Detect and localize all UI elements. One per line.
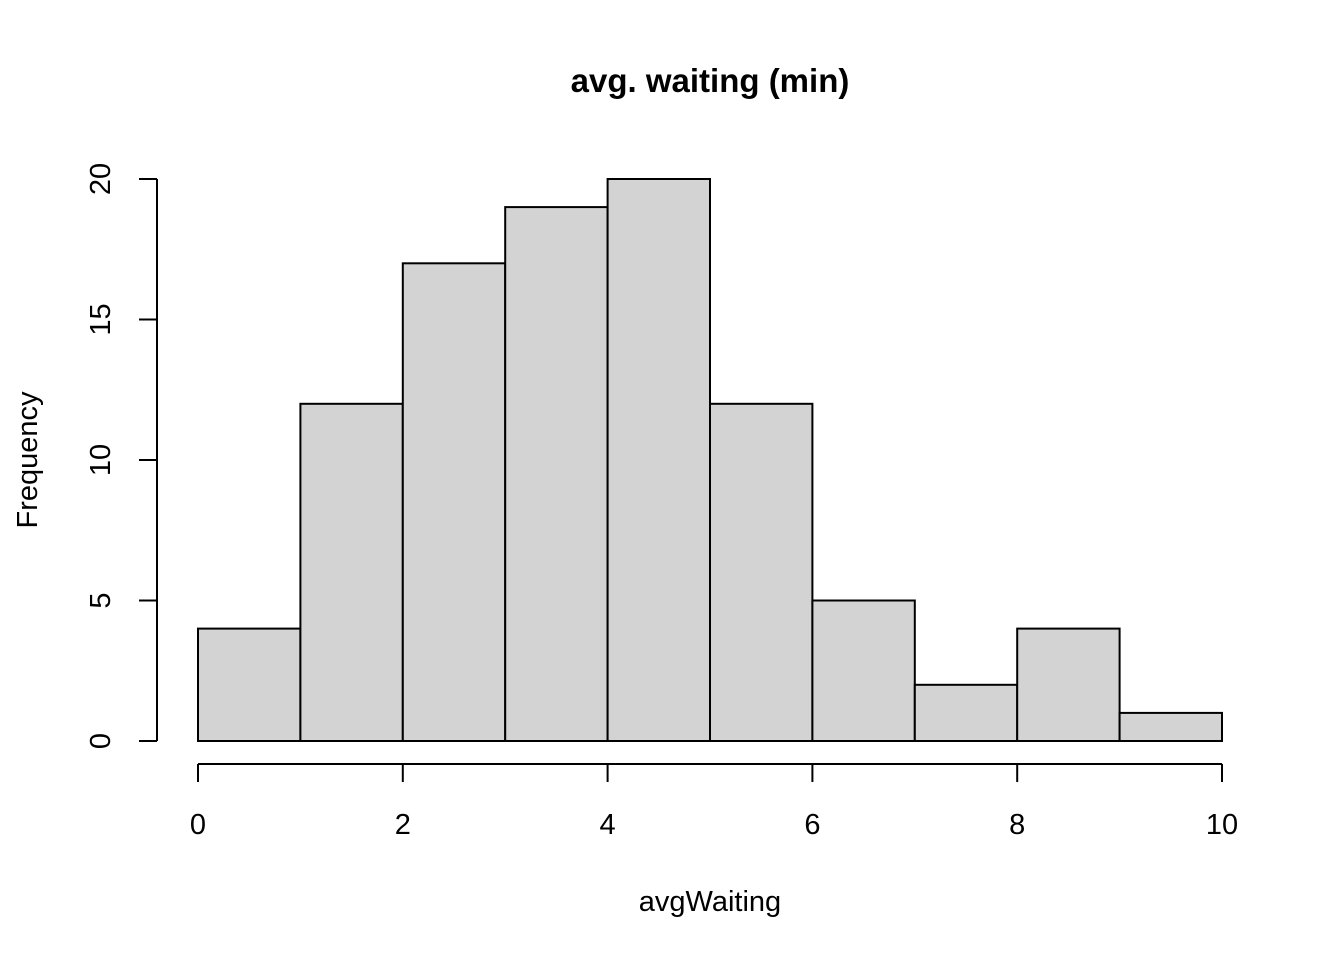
histogram-bars — [197, 178, 1223, 743]
y-tick-label-0: 0 — [85, 733, 117, 749]
x-tick-label-5: 10 — [1206, 809, 1238, 841]
y-axis: 0 5 10 15 20 — [85, 163, 158, 749]
histogram-bar-6 — [811, 599, 916, 742]
y-tick-label-2: 10 — [85, 444, 117, 476]
histogram-bar-4 — [606, 178, 711, 742]
y-tick-label-1: 5 — [85, 592, 117, 608]
histogram-bar-8 — [1016, 627, 1121, 742]
x-tick-label-0: 0 — [190, 809, 206, 841]
histogram-bar-0 — [197, 627, 302, 742]
x-axis-label: avgWaiting — [639, 886, 781, 918]
x-tick-label-2: 4 — [600, 809, 616, 841]
y-tick-label-4: 20 — [85, 163, 117, 195]
histogram-bar-9 — [1118, 711, 1223, 743]
y-tick-label-3: 15 — [85, 303, 117, 335]
y-axis-label: Frequency — [12, 391, 44, 529]
x-tick-label-4: 8 — [1009, 809, 1025, 841]
histogram-bar-1 — [299, 402, 404, 742]
x-axis: 0 2 4 6 8 10 — [190, 763, 1238, 841]
x-tick-label-1: 2 — [395, 809, 411, 841]
histogram-bar-5 — [709, 402, 814, 742]
histogram-bar-2 — [401, 262, 507, 742]
chart-title: avg. waiting (min) — [571, 62, 850, 99]
histogram-bar-3 — [504, 206, 609, 743]
x-tick-label-3: 6 — [804, 809, 820, 841]
histogram-bar-7 — [913, 683, 1019, 742]
